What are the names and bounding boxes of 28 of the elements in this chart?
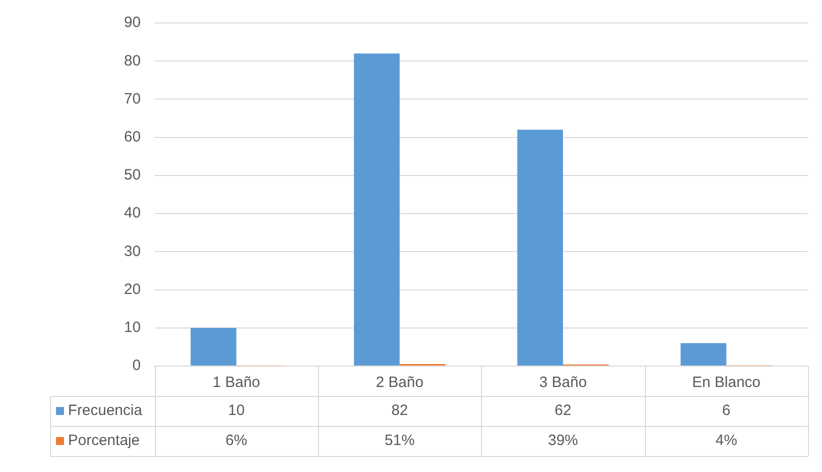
data-label: 4% [715, 432, 738, 450]
y-tick-label: 60 [124, 128, 141, 146]
y-tick-label: 10 [124, 319, 141, 336]
y-tick-label: 0 [132, 357, 141, 374]
data-label: 51% [384, 432, 415, 450]
data-label: 6 [722, 402, 731, 420]
data-label: 6% [226, 432, 248, 450]
x-tick-label: 1 Baño [212, 374, 260, 392]
y-tick-label: 20 [124, 280, 141, 298]
y-tick-label: 40 [124, 204, 141, 222]
x-tick-label: En Blanco [692, 374, 761, 392]
data-label: 82 [391, 402, 408, 420]
y-tick-label: 50 [124, 166, 141, 184]
bar [680, 343, 726, 366]
data-label: 62 [554, 402, 572, 420]
x-tick-label: 3 Baño [539, 374, 587, 392]
x-tick-label: 2 Baño [376, 374, 424, 392]
data-label: 10 [228, 402, 245, 420]
legend-label: Frecuencia [68, 402, 143, 420]
bar [354, 53, 400, 366]
bar [190, 328, 236, 366]
bar [517, 130, 564, 366]
data-label: 39% [548, 432, 578, 450]
y-tick-label: 30 [124, 242, 141, 260]
y-tick-label: 70 [124, 90, 141, 108]
y-tick-label: 90 [124, 14, 141, 32]
legend-label: Porcentaje [68, 432, 140, 450]
y-tick-label: 80 [124, 52, 141, 70]
